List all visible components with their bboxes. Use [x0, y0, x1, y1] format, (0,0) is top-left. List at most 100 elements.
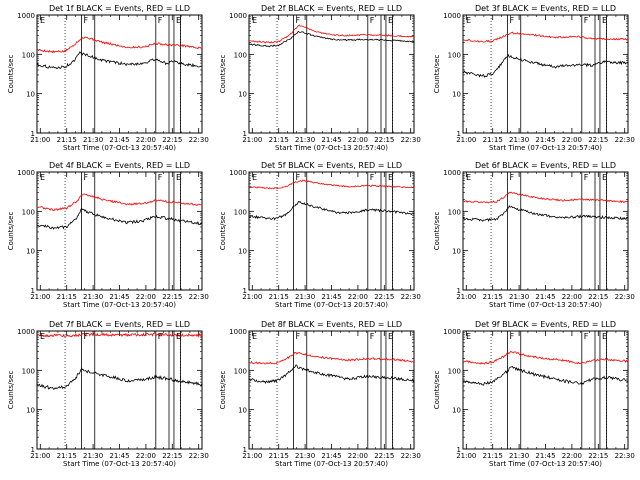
- marker-label: E: [602, 16, 607, 25]
- series-line-black: [462, 366, 629, 386]
- marker-label: E: [388, 16, 393, 25]
- y-tick-label: 1000: [229, 328, 247, 336]
- chart-title: Det 4f BLACK = Events, RED = LLD: [49, 161, 190, 170]
- y-tick-label: 10: [26, 407, 35, 415]
- x-tick-label: 21:45: [321, 293, 341, 301]
- y-axis-label: Counts/sec: [433, 371, 441, 410]
- marker-label: E: [388, 173, 393, 182]
- y-axis-label: Counts/sec: [219, 55, 227, 94]
- x-tick-label: 21:15: [483, 136, 503, 144]
- x-tick-label: 22:15: [374, 452, 394, 460]
- series-line-black: [462, 204, 629, 222]
- y-axis-label: Counts/sec: [433, 55, 441, 94]
- marker-label: F: [296, 332, 301, 341]
- y-tick-label: 100: [22, 208, 35, 216]
- y-tick-label: 10: [238, 248, 247, 256]
- x-tick-label: 21:00: [30, 293, 50, 301]
- series-line-red: [36, 36, 203, 54]
- series-line-red: [248, 24, 415, 44]
- x-tick-label: 22:00: [348, 293, 368, 301]
- y-axis-label: Counts/sec: [219, 371, 227, 410]
- x-tick-label: 22:00: [136, 136, 156, 144]
- marker-label: E: [466, 173, 471, 182]
- x-tick-label: 21:15: [483, 293, 503, 301]
- marker-label: F: [84, 173, 89, 182]
- marker-label: F: [84, 16, 89, 25]
- marker-label: E: [466, 332, 471, 341]
- x-tick-label: 21:00: [242, 136, 262, 144]
- x-tick-label: 21:00: [30, 452, 50, 460]
- x-tick-label: 22:30: [401, 293, 421, 301]
- series-line-red: [462, 191, 629, 204]
- x-tick-label: 21:00: [242, 293, 262, 301]
- y-tick-label: 10: [238, 91, 247, 99]
- chart-title: Det 7f BLACK = Events, RED = LLD: [49, 320, 190, 329]
- y-tick-label: 1: [243, 446, 247, 454]
- x-tick-label: 22:15: [588, 293, 608, 301]
- y-tick-label: 100: [234, 367, 247, 375]
- x-axis-label: Start Time (07-Oct-13 20:57:40): [63, 144, 176, 152]
- x-tick-label: 22:15: [588, 452, 608, 460]
- y-tick-label: 10: [452, 248, 461, 256]
- x-tick-label: 21:45: [535, 452, 555, 460]
- marker-label: F: [510, 173, 515, 182]
- marker-label: F: [84, 332, 89, 341]
- chart-panel-1: Det 1f BLACK = Events, RED = LLD 1 10 100 10…: [7, 4, 209, 152]
- marker-label: E: [602, 332, 607, 341]
- chart-panel-5: Det 5f BLACK = Events, RED = LLD 1 10 100 10…: [219, 161, 421, 309]
- x-tick-label: 22:15: [588, 136, 608, 144]
- plot-frame: [36, 14, 203, 134]
- y-tick-label: 1000: [17, 169, 35, 177]
- y-axis-label: Counts/sec: [219, 212, 227, 251]
- x-tick-label: 22:30: [615, 452, 635, 460]
- series-line-red: [36, 193, 202, 212]
- x-tick-label: 21:00: [456, 293, 476, 301]
- chart-panel-8: Det 8f BLACK = Events, RED = LLD 1 10 100 10…: [219, 320, 421, 468]
- plot-frame: [36, 171, 203, 291]
- marker-label: E: [176, 173, 181, 182]
- series-line-black: [462, 53, 629, 78]
- marker-label: E: [388, 332, 393, 341]
- x-tick-label: 22:00: [348, 136, 368, 144]
- series-line-red: [248, 179, 415, 190]
- chart-panel-2: Det 2f BLACK = Events, RED = LLD 1 10 100 10…: [219, 4, 421, 152]
- y-axis-label: Counts/sec: [433, 212, 441, 251]
- marker-label: E: [602, 173, 607, 182]
- x-tick-label: 21:00: [242, 452, 262, 460]
- chart-panel-6: Det 6f BLACK = Events, RED = LLD 1 10 100 10…: [433, 161, 635, 309]
- chart-title: Det 9f BLACK = Events, RED = LLD: [475, 320, 616, 329]
- x-tick-label: 21:15: [57, 293, 77, 301]
- x-tick-label: 22:15: [374, 293, 394, 301]
- x-tick-label: 21:15: [269, 136, 289, 144]
- y-tick-label: 1000: [17, 12, 35, 20]
- series-line-black: [248, 364, 415, 384]
- marker-label: F: [370, 173, 375, 182]
- x-tick-label: 21:45: [321, 136, 341, 144]
- marker-label: F: [158, 16, 163, 25]
- x-tick-label: 21:30: [509, 452, 529, 460]
- marker-label: E: [466, 16, 471, 25]
- plot-frame: [248, 171, 415, 291]
- x-tick-label: 21:15: [483, 452, 503, 460]
- y-axis-label: Counts/sec: [7, 212, 15, 251]
- y-tick-label: 100: [234, 51, 247, 59]
- x-tick-label: 22:30: [615, 293, 635, 301]
- y-tick-label: 1000: [229, 169, 247, 177]
- chart-title: Det 3f BLACK = Events, RED = LLD: [475, 4, 616, 13]
- y-tick-label: 100: [448, 367, 461, 375]
- x-tick-label: 21:15: [57, 452, 77, 460]
- x-tick-label: 22:15: [374, 136, 394, 144]
- marker-label: E: [176, 16, 181, 25]
- plot-frame: [462, 330, 629, 450]
- plot-frame: [36, 330, 203, 450]
- y-tick-label: 100: [448, 51, 461, 59]
- chart-panel-4: Det 4f BLACK = Events, RED = LLD 1 10 100 10…: [7, 161, 209, 309]
- y-tick-label: 100: [234, 208, 247, 216]
- plot-frame: [462, 171, 629, 291]
- series-line-black: [36, 367, 203, 390]
- series-line-black: [36, 207, 203, 230]
- x-tick-label: 21:45: [109, 136, 129, 144]
- x-tick-label: 22:30: [189, 452, 209, 460]
- x-tick-label: 22:15: [162, 293, 182, 301]
- y-tick-label: 100: [22, 51, 35, 59]
